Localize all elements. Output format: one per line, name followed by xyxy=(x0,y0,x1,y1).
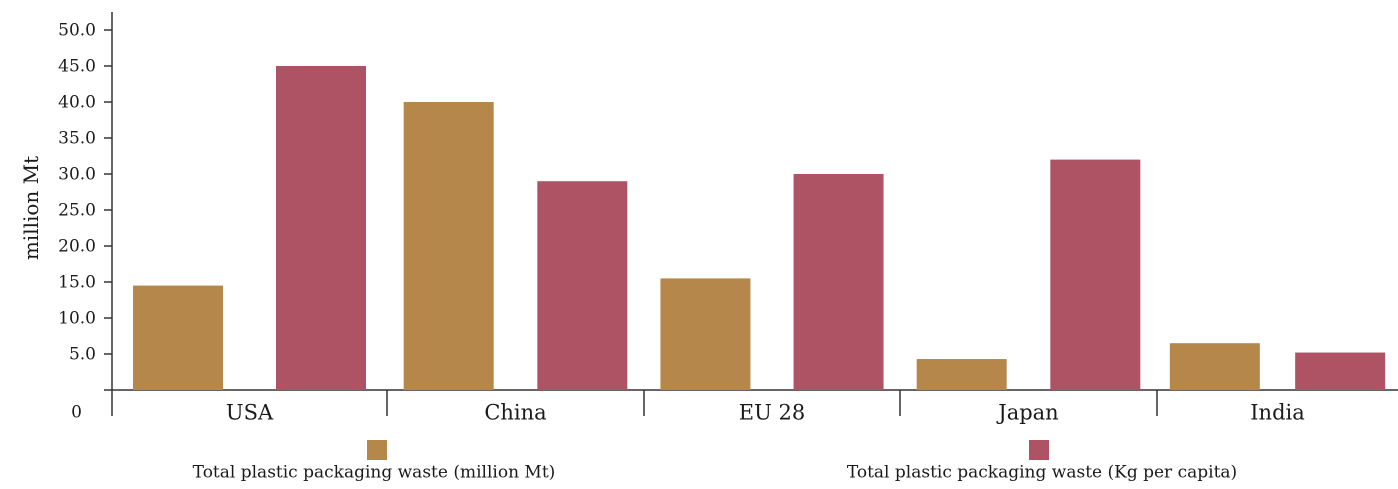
y-tick-label: 35.0 xyxy=(58,129,96,149)
y-tick-label: 10.0 xyxy=(58,309,96,329)
bar-2-china xyxy=(537,181,627,390)
bar-1-china xyxy=(404,102,494,390)
y-tick-label: 15.0 xyxy=(58,273,96,293)
y-tick-label: 40.0 xyxy=(58,93,96,113)
y-tick-label: 30.0 xyxy=(58,165,96,185)
legend: Total plastic packaging waste (million M… xyxy=(193,440,1237,483)
y-axis: 0 5.0 10.0 15.0 20.0 25.0 30.0 35.0 40.0 45.0 50.0 xyxy=(58,12,112,423)
bar-1-usa xyxy=(133,286,223,390)
y-tick-label: 45.0 xyxy=(58,57,96,77)
x-category-label: EU 28 xyxy=(739,401,805,425)
x-category-label: Japan xyxy=(996,401,1058,425)
y-tick-label: 5.0 xyxy=(69,345,96,365)
bar-2-india xyxy=(1295,353,1385,390)
bar-1-japan xyxy=(917,359,1007,390)
y-axis-title: million Mt xyxy=(19,156,43,260)
x-category-label: USA xyxy=(226,401,274,425)
y-tick-label: 0 xyxy=(71,403,82,423)
y-tick-label: 25.0 xyxy=(58,201,96,221)
bar-1-eu-28 xyxy=(660,278,750,390)
bars xyxy=(133,66,1385,390)
bar-1-india xyxy=(1170,343,1260,390)
legend-swatch xyxy=(1029,440,1049,460)
bar-2-japan xyxy=(1050,160,1140,390)
legend-swatch xyxy=(367,440,387,460)
y-tick-label: 50.0 xyxy=(58,21,96,41)
x-category-label: India xyxy=(1250,401,1305,425)
bar-2-eu-28 xyxy=(794,174,884,390)
x-axis: USA China EU 28 Japan India xyxy=(112,390,1398,425)
legend-label: Total plastic packaging waste (Kg per ca… xyxy=(847,463,1237,483)
x-category-label: China xyxy=(484,401,546,425)
bar-2-usa xyxy=(276,66,366,390)
y-tick-label: 20.0 xyxy=(58,237,96,257)
legend-label: Total plastic packaging waste (million M… xyxy=(193,463,556,483)
